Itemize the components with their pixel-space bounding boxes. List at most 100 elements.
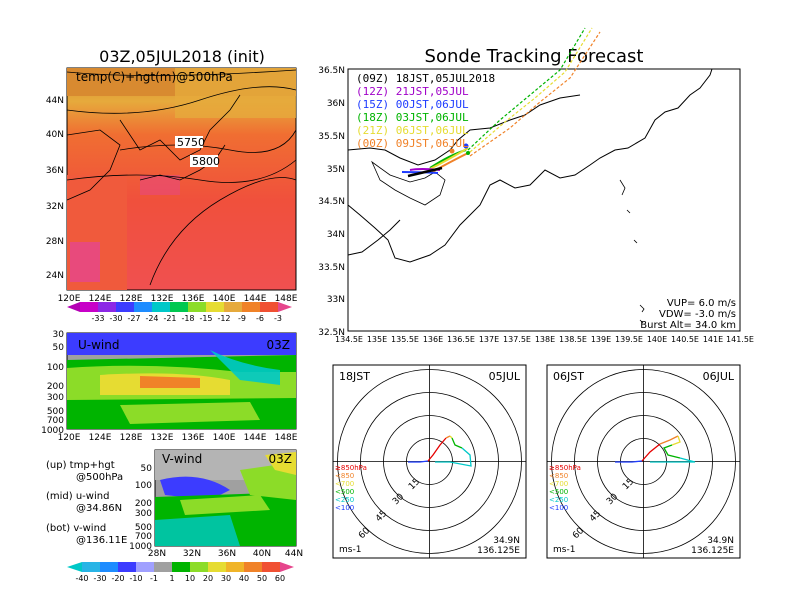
p-tick: 200	[47, 382, 64, 392]
p-tick: 200	[135, 499, 152, 509]
param-vdw: VDW= -3.0 m/s	[659, 309, 736, 320]
level-legend: <250	[335, 496, 354, 504]
level-legend: <850	[549, 472, 568, 480]
lat-tick: 28N	[148, 549, 166, 559]
legend-line: @500hPa	[76, 472, 123, 483]
vwind-label: V-wind	[162, 452, 202, 466]
colorbar-tick: -9	[238, 314, 246, 323]
p-tick: 500	[135, 523, 152, 533]
uwind-label: U-wind	[78, 338, 119, 352]
colorbar-tick: -10	[129, 574, 142, 583]
hodograph-1-date: 05JUL	[489, 370, 521, 383]
p-tick: 500	[47, 407, 64, 417]
lat-tick: 35N	[327, 165, 345, 175]
launch-entry: (12Z) 21JST,05JUL	[356, 85, 469, 98]
hodograph-2-lat: 34.9N	[707, 536, 734, 546]
lon-tick: 140E	[647, 335, 667, 344]
level-legend: ≥850hPa	[549, 464, 581, 472]
p-tick: 1000	[129, 542, 152, 552]
lat-tick: 35.5N	[318, 132, 345, 142]
hodograph-1-legend: ≥850hPa <850 <700 <500 <250 <100	[335, 464, 367, 512]
hodograph-2-lon: 136.125E	[691, 546, 734, 556]
colorbar-tick: -20	[111, 574, 124, 583]
level-legend: <700	[335, 480, 354, 488]
param-burst: Burst Alt= 34.0 km	[640, 320, 736, 331]
p-tick: 700	[135, 532, 152, 542]
lon-tick: 128E	[120, 433, 143, 443]
p-tick: 50	[53, 343, 65, 353]
lon-tick: 140E	[213, 433, 236, 443]
tracking-lat-ticks: 36.5N 36N 35.5N 35N 34.5N 34N 33.5N 33N …	[318, 66, 345, 338]
hodograph-2-time: 06JST	[553, 370, 584, 383]
p-tick: 300	[135, 509, 152, 519]
lat-tick: 44N	[285, 549, 303, 559]
lon-tick: 144E	[244, 433, 267, 443]
colorbar-tick: -6	[256, 314, 264, 323]
lon-tick: 137E	[479, 335, 499, 344]
lon-tick: 138.5E	[559, 335, 587, 344]
lon-tick: 124E	[89, 433, 112, 443]
colorbar-tick: -24	[145, 314, 158, 323]
colorbar-tick: -40	[75, 574, 88, 583]
hodograph-2-legend: ≥850hPa <850 <700 <500 <250 <100	[549, 464, 581, 512]
lon-tick: 136E	[182, 294, 205, 304]
hodograph-2-date: 06JUL	[703, 370, 735, 383]
lat-tick: 44N	[46, 96, 64, 106]
temp-colorbar-labels: -33 -30 -27 -24 -21 -18 -15 -12 -9 -6 -3	[91, 314, 282, 323]
temperature-map	[66, 67, 297, 291]
temp-map-lat-ticks: 44N 40N 36N 32N 28N 24N	[46, 96, 64, 281]
level-legend: <100	[335, 504, 354, 512]
param-vup: VUP= 6.0 m/s	[667, 298, 736, 309]
colorbar-tick: -3	[274, 314, 282, 323]
colorbar-tick: -15	[199, 314, 212, 323]
lon-tick: 141.5E	[726, 335, 754, 344]
right-panel-title: Sonde Tracking Forecast	[425, 46, 644, 67]
temp-map-label: temp(C)+hgt(m)@500hPa	[76, 70, 233, 84]
temp-map-lon-ticks: 120E 124E 128E 132E 136E 140E 144E 148E	[58, 294, 298, 304]
lat-tick: 33N	[327, 295, 345, 305]
contour-label-5750: 5750	[177, 136, 205, 149]
vwind-lat-ticks: 28N 32N 36N 40N 44N	[148, 549, 303, 559]
lon-tick: 148E	[275, 294, 298, 304]
lon-tick: 128E	[120, 294, 143, 304]
vwind-time: 03Z	[269, 452, 293, 466]
level-legend: ≥850hPa	[335, 464, 367, 472]
uwind-pressure-ticks: 30 50 100 200 300 500 700 1000	[41, 330, 64, 436]
legend-line: @34.86N	[76, 503, 122, 514]
legend-line: (mid) u-wind	[46, 491, 109, 502]
lon-tick: 136.5E	[447, 335, 475, 344]
vwind-pressure-ticks: 50 100 200 300 500 700 1000	[129, 464, 152, 552]
tracking-map	[347, 27, 741, 332]
level-legend: <700	[549, 480, 568, 488]
uwind-lon-ticks: 120E 124E 128E 132E 136E 140E 144E 148E	[58, 433, 298, 443]
lon-tick: 144E	[244, 294, 267, 304]
p-tick: 100	[135, 481, 152, 491]
p-tick: 100	[47, 363, 64, 373]
lon-tick: 135.5E	[391, 335, 419, 344]
lon-tick: 120E	[58, 433, 81, 443]
lon-tick: 132E	[151, 433, 174, 443]
lat-tick: 36N	[218, 549, 236, 559]
uwind-section	[66, 332, 297, 430]
launch-entry: (21Z) 06JST,06JUL	[356, 124, 469, 137]
lat-tick: 32N	[183, 549, 201, 559]
level-legend: <500	[549, 488, 568, 496]
lon-tick: 120E	[58, 294, 81, 304]
hodograph-1-unit: ms-1	[339, 545, 361, 555]
hodograph-2-unit: ms-1	[553, 545, 575, 555]
lon-tick: 124E	[89, 294, 112, 304]
lon-tick: 136E	[182, 433, 205, 443]
lat-tick: 33.5N	[318, 263, 345, 273]
contour-label-5800: 5800	[192, 155, 220, 168]
lat-tick: 34.5N	[318, 197, 345, 207]
left-legend: (up) tmp+hgt @500hPa (mid) u-wind @34.86…	[46, 460, 127, 546]
colorbar-tick: 40	[239, 574, 249, 583]
launch-entry: (18Z) 03JST,06JUL	[356, 111, 469, 124]
launch-entry: (15Z) 00JST,06JUL	[356, 98, 469, 111]
lon-tick: 132E	[151, 294, 174, 304]
lon-tick: 140.5E	[671, 335, 699, 344]
legend-line: (up) tmp+hgt	[46, 460, 115, 471]
tracking-legend: (09Z) 18JST,05JUL2018 (12Z) 21JST,05JUL …	[356, 72, 495, 150]
p-tick: 50	[141, 464, 153, 474]
hodograph-1-lat: 34.9N	[493, 536, 520, 546]
